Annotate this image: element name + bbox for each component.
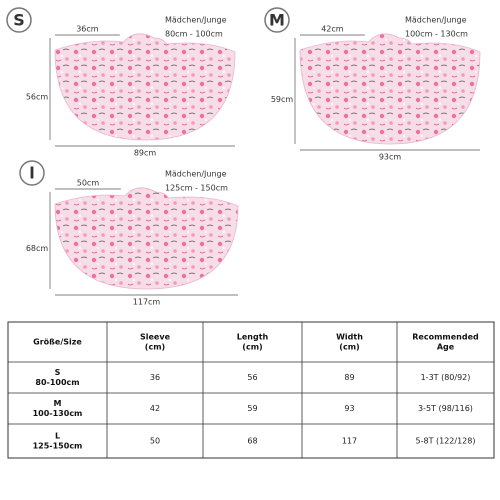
- length-label: 56cm: [26, 93, 49, 102]
- poncho-image: [299, 33, 481, 145]
- table-cell: 36: [150, 373, 160, 382]
- table-cell: 3-5T (98/116): [418, 404, 473, 413]
- table-cell: 89: [344, 373, 354, 382]
- table-cell: 117: [342, 437, 357, 446]
- table-cell: L: [55, 432, 60, 441]
- length-label: 68cm: [26, 244, 49, 253]
- length-label: 59cm: [271, 95, 294, 104]
- table-cell: 68: [247, 437, 257, 446]
- size-badge: [19, 160, 45, 186]
- header-cell: Größe/Size: [33, 338, 82, 347]
- table-cell: 1-3T (80/92): [421, 373, 471, 382]
- size-badge: [264, 7, 290, 33]
- table-cell: 56: [247, 373, 257, 382]
- size-badge: [6, 7, 32, 33]
- width-label: 117cm: [133, 298, 161, 307]
- size-letter: l: [29, 164, 34, 183]
- table-cell: 100-130cm: [33, 409, 83, 418]
- table-cell: 42: [150, 404, 160, 413]
- table-border: [7, 321, 495, 459]
- header-cell: (cm): [242, 343, 262, 352]
- group-label: Mädchen/Junge: [165, 16, 227, 25]
- table-cell: 80-100cm: [35, 378, 79, 387]
- header-cell: (cm): [145, 343, 165, 352]
- table-cell: 93: [344, 404, 354, 413]
- size-letter: S: [13, 11, 25, 30]
- table-cell: 50: [150, 437, 160, 446]
- header-cell: Width: [336, 333, 363, 342]
- header-cell: Age: [437, 343, 455, 352]
- sleeve-label: 36cm: [76, 25, 99, 34]
- poncho-image: [54, 187, 239, 290]
- group-label: Mädchen/Junge: [165, 170, 227, 179]
- header-cell: Recommended: [412, 333, 479, 342]
- width-label: 89cm: [134, 149, 157, 158]
- group-label: Mädchen/Junge: [405, 16, 467, 25]
- height-range: 125cm - 150cm: [165, 184, 228, 193]
- table-cell: 5-8T (122/128): [416, 437, 476, 446]
- height-range: 80cm - 100cm: [165, 30, 223, 39]
- table-cell: M: [54, 399, 62, 408]
- table-cell: S: [55, 368, 61, 377]
- size-letter: M: [269, 11, 285, 30]
- sleeve-label: 50cm: [77, 179, 100, 188]
- height-range: 100cm - 130cm: [405, 30, 468, 39]
- header-cell: Sleeve: [140, 333, 171, 342]
- header-cell: Length: [237, 333, 269, 342]
- sleeve-label: 42cm: [321, 25, 344, 34]
- header-cell: (cm): [339, 343, 359, 352]
- table-cell: 125-150cm: [33, 442, 83, 451]
- width-label: 93cm: [379, 153, 402, 162]
- table-cell: 59: [247, 404, 257, 413]
- poncho-image: [54, 33, 236, 141]
